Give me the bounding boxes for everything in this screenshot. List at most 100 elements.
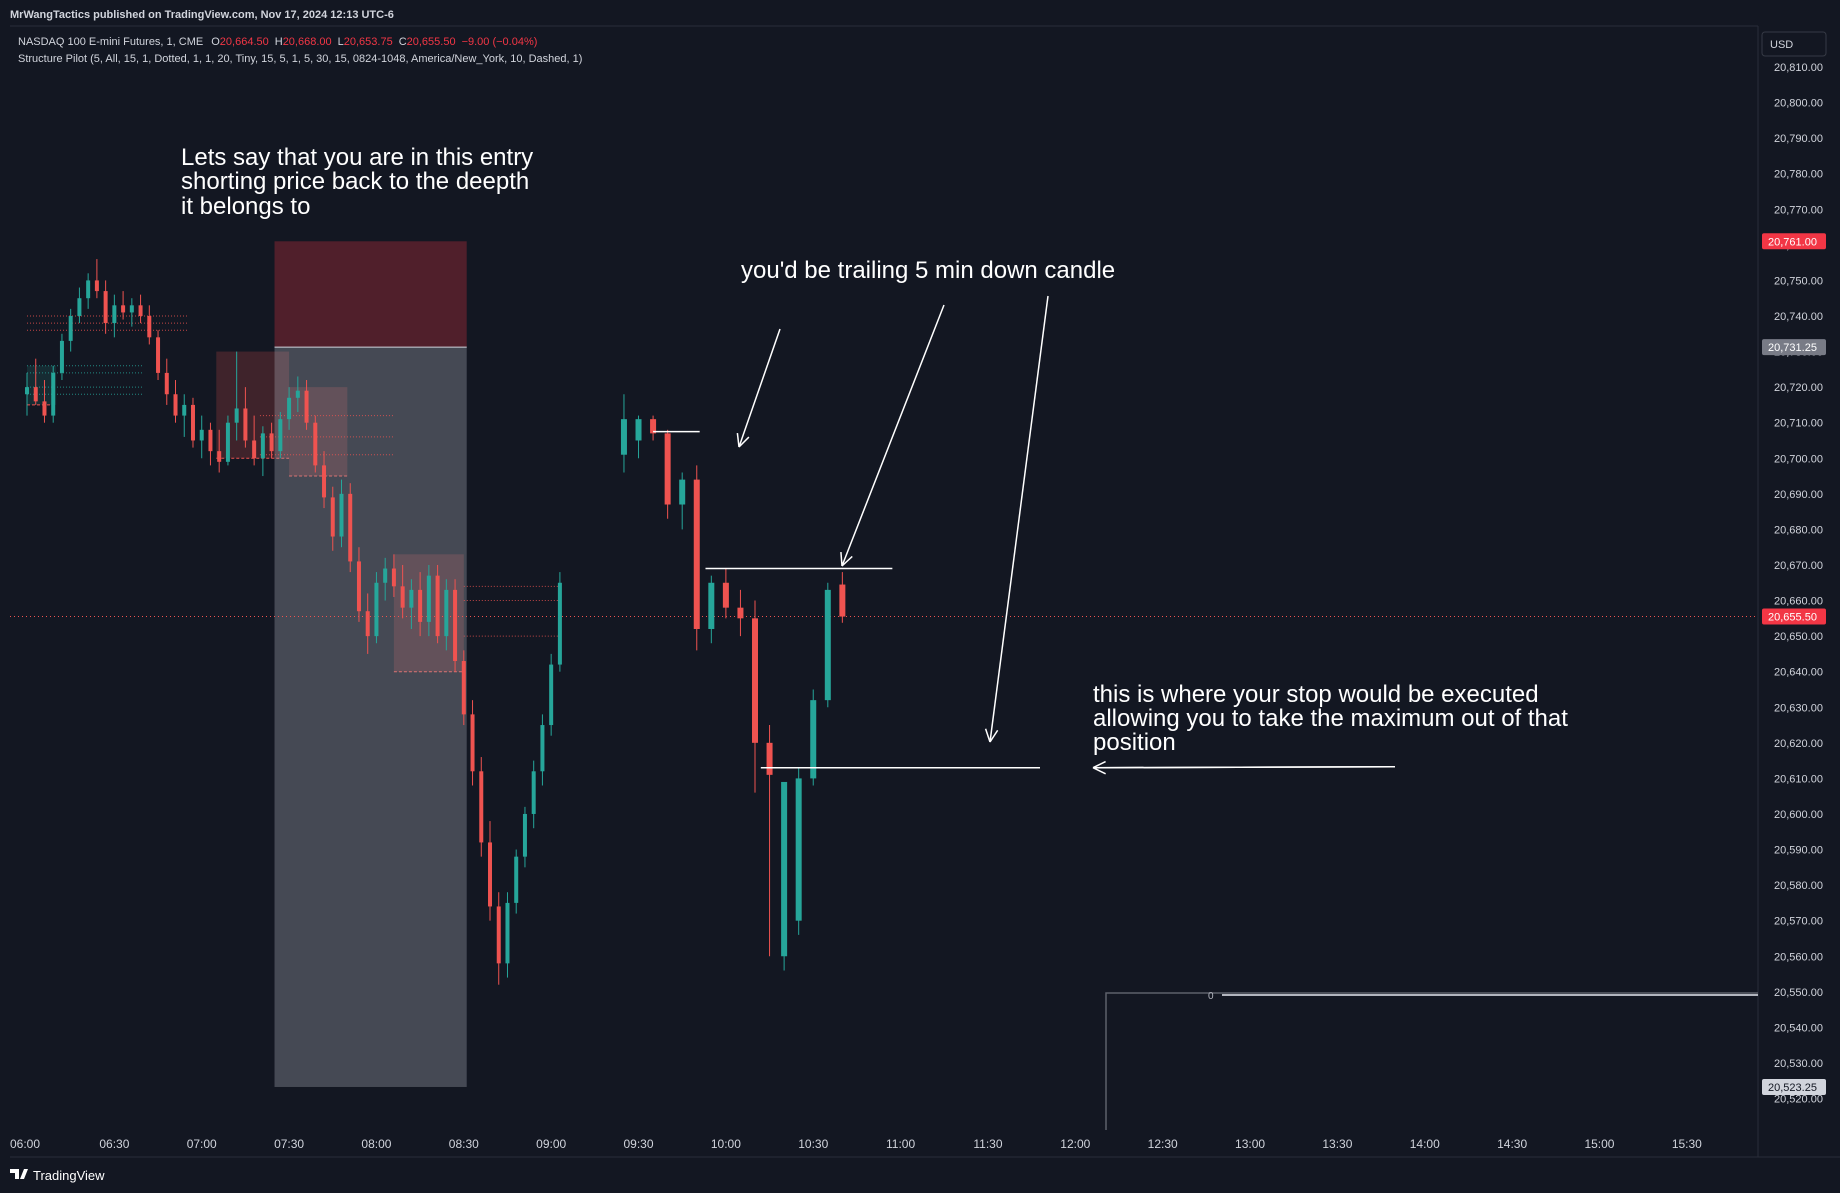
candle-body xyxy=(33,387,38,402)
price-tick-label: 20,790.00 xyxy=(1774,133,1823,145)
candle-body xyxy=(173,394,178,416)
candle-body xyxy=(514,856,519,903)
candle-body xyxy=(453,589,458,662)
candle-body xyxy=(234,408,239,423)
candle-body xyxy=(522,813,527,857)
annotation-drawings[interactable] xyxy=(653,295,1396,775)
high-label: H xyxy=(275,36,283,48)
candle-body xyxy=(461,661,466,715)
pane-divider xyxy=(1105,992,1758,1130)
candle-body xyxy=(409,589,414,608)
annotation-arrow[interactable] xyxy=(989,295,1049,743)
price-tick-label: 20,810.00 xyxy=(1774,62,1823,74)
candle-body xyxy=(650,419,657,434)
candle-body xyxy=(278,419,283,452)
candle-body xyxy=(426,575,431,622)
candle-body xyxy=(260,433,265,459)
time-tick-label: 09:30 xyxy=(624,1137,654,1151)
price-badge xyxy=(1762,339,1826,356)
time-tick-label: 13:30 xyxy=(1322,1137,1352,1151)
time-tick-label: 08:30 xyxy=(449,1137,479,1151)
arrow-head xyxy=(989,729,999,743)
legend-symbol[interactable]: NASDAQ 100 E-mini Futures, 1, CME O20,664… xyxy=(18,36,537,48)
candle-body xyxy=(59,340,64,373)
price-axis[interactable]: 20,810.00 20,800.00 20,790.00 20,780.00 20,7… xyxy=(1774,62,1823,1106)
trailing-annotation[interactable]: you'd be trailing 5 min down candle xyxy=(741,257,1115,284)
candle-body xyxy=(322,465,327,498)
candle-body xyxy=(810,700,817,779)
candle-body xyxy=(374,582,379,637)
arrow-head xyxy=(1092,760,1106,769)
candle-body xyxy=(182,404,187,416)
candle-body xyxy=(252,440,257,459)
tradingview-logo[interactable]: TradingView xyxy=(10,1168,105,1183)
entry-annotation-line-1: Lets say that you are in this entry xyxy=(181,144,533,171)
candle-body xyxy=(199,429,204,441)
stop-annotation-line-1: this is where your stop would be execute… xyxy=(1093,681,1539,708)
annotation-arrow[interactable] xyxy=(1092,765,1396,769)
price-tick-label: 20,740.00 xyxy=(1774,311,1823,323)
annotation-arrow[interactable] xyxy=(841,304,945,567)
candle-body xyxy=(531,771,536,814)
time-tick-label: 06:30 xyxy=(99,1137,129,1151)
candle-body xyxy=(86,280,91,299)
pane-marker: 0 xyxy=(1208,991,1214,1002)
price-tick-label: 20,530.00 xyxy=(1774,1058,1823,1070)
position-stop-zone[interactable] xyxy=(274,241,467,348)
candle-body xyxy=(839,584,846,617)
time-axis[interactable]: 06:00 06:30 07:00 07:30 08:00 08:30 09:00 09:30… xyxy=(10,1137,1702,1151)
candle-body xyxy=(94,280,99,292)
candle-body xyxy=(225,422,230,462)
open-label: O xyxy=(211,36,220,48)
low-value: 20,653.75 xyxy=(344,36,393,48)
currency-button[interactable] xyxy=(1761,31,1827,57)
position-target-zone[interactable] xyxy=(274,347,467,1087)
time-tick-label: 10:00 xyxy=(711,1137,741,1151)
price-tick-label: 20,770.00 xyxy=(1774,204,1823,216)
annotation-arrow[interactable] xyxy=(738,328,781,448)
currency-label: USD xyxy=(1770,39,1793,51)
candle-body xyxy=(505,902,510,964)
candle-body xyxy=(418,589,423,622)
time-tick-label: 08:00 xyxy=(361,1137,391,1151)
price-tick-label: 20,650.00 xyxy=(1774,631,1823,643)
price-badge xyxy=(1762,1078,1826,1095)
candle-body xyxy=(103,291,108,324)
time-tick-label: 06:00 xyxy=(10,1137,40,1151)
arrow-head xyxy=(738,436,750,448)
price-tick-label: 20,640.00 xyxy=(1774,667,1823,679)
candle-body xyxy=(365,611,370,637)
stop-annotation[interactable]: this is where your stop would be execute… xyxy=(1093,681,1575,756)
structure-zone xyxy=(289,387,348,477)
legend-indicator[interactable]: Structure Pilot (5, All, 15, 1, Dotted, … xyxy=(18,53,582,65)
price-tick-label: 20,710.00 xyxy=(1774,418,1823,430)
footer-brand: TradingView xyxy=(33,1168,105,1183)
candle-body xyxy=(164,372,169,395)
candle-body xyxy=(42,401,47,416)
candle-body xyxy=(147,315,152,338)
candle-body xyxy=(25,387,29,395)
close-label: C xyxy=(399,36,407,48)
candle-body xyxy=(795,778,802,921)
candle-body xyxy=(557,582,562,665)
time-tick-label: 10:30 xyxy=(798,1137,828,1151)
candle-body xyxy=(269,433,274,452)
candle-body xyxy=(330,497,335,537)
candle-body xyxy=(129,305,134,313)
price-badge-label: 20,731.25 xyxy=(1768,342,1817,354)
candle-body xyxy=(304,390,309,423)
tradingview-icon xyxy=(10,1169,28,1179)
price-tick-label: 20,520.00 xyxy=(1774,1094,1823,1106)
price-tick-label: 20,540.00 xyxy=(1774,1022,1823,1034)
candle-body xyxy=(156,337,161,373)
entry-annotation[interactable]: Lets say that you are in this entry shor… xyxy=(181,144,540,220)
time-tick-label: 13:00 xyxy=(1235,1137,1265,1151)
candle-body xyxy=(208,429,213,452)
candle-body xyxy=(635,419,642,441)
candle-body xyxy=(766,742,773,775)
time-tick-label: 15:00 xyxy=(1584,1137,1614,1151)
short-position-tool[interactable] xyxy=(274,241,467,1087)
stop-annotation-line-3: position xyxy=(1093,729,1176,756)
price-tick-label: 20,750.00 xyxy=(1774,275,1823,287)
